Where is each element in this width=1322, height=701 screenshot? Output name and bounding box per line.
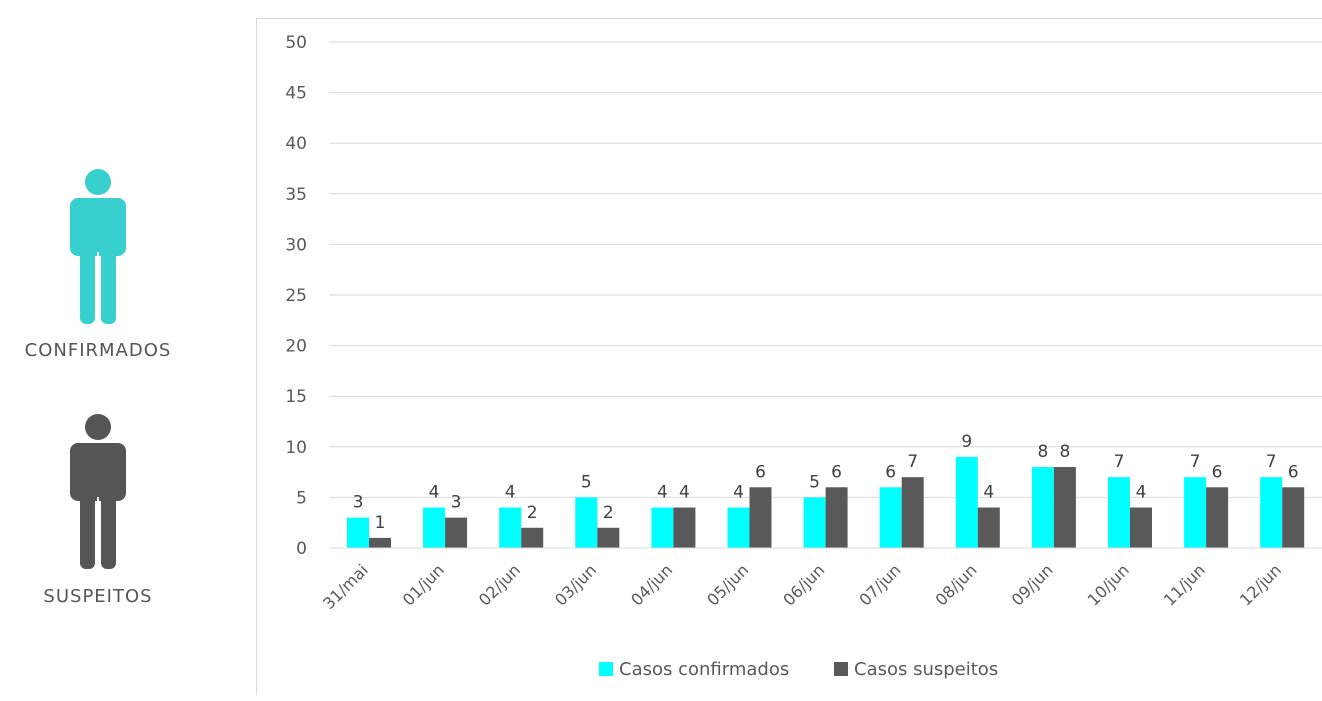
data-label-suspeitos: 6 [831,462,842,482]
data-label-confirmados: 7 [1266,452,1277,472]
data-label-suspeitos: 6 [1212,462,1223,482]
y-tick-label: 35 [285,185,307,205]
data-label-confirmados: 8 [1037,442,1048,462]
legend-label-suspeitos: Casos suspeitos [854,659,998,680]
data-label-suspeitos: 6 [1288,462,1299,482]
data-label-suspeitos: 1 [375,513,386,533]
y-tick-label: 25 [285,286,307,306]
x-tick-label: 07/jun [855,560,904,609]
data-label-suspeitos: 6 [755,462,766,482]
x-tick-label: 10/jun [1084,560,1133,609]
data-label-suspeitos: 8 [1059,442,1070,462]
bar-casos-confirmados [803,497,826,548]
y-tick-label: 15 [285,387,307,407]
x-axis-labels: 31/mai 01/jun 02/jun 03/jun 04/jun 05/jun 06/j… [319,560,1285,613]
bar-casos-suspeitos [977,507,1000,548]
suspect-label: SUSPEITOS [43,586,153,607]
bar-casos-confirmados [1031,467,1054,548]
x-tick-label: 31/mai [319,560,372,613]
bar-casos-confirmados [879,487,902,548]
confirmed-person-svg [70,169,126,324]
y-tick-label: 20 [285,337,307,357]
data-label-confirmados: 6 [885,462,896,482]
x-tick-label: 04/jun [627,560,676,609]
left-panel: CONFIRMADOS SUSPEITOS [0,0,256,695]
x-tick-label: 02/jun [475,560,524,609]
data-label-confirmados: 4 [505,483,516,503]
legend-label-confirmados: Casos confirmados [619,659,789,680]
y-tick-label: 40 [285,134,307,154]
data-label-suspeitos: 2 [527,503,538,523]
data-label-suspeitos: 4 [1136,483,1147,503]
legend-swatch-confirmados [599,662,613,676]
bar-casos-suspeitos [1282,487,1305,548]
suspect-person-icon [60,413,136,573]
bar-series-group [347,456,1305,548]
bar-casos-confirmados [727,507,750,548]
y-tick-label: 10 [285,438,307,458]
data-label-confirmados: 4 [429,483,440,503]
y-tick-label: 45 [285,84,307,104]
bar-casos-confirmados [955,456,978,548]
bar-casos-suspeitos [901,477,924,548]
data-label-confirmados: 7 [1190,452,1201,472]
bar-casos-confirmados [651,507,674,548]
data-label-suspeitos: 4 [983,483,994,503]
y-tick-label: 5 [296,488,307,508]
bar-casos-suspeitos [825,487,848,548]
suspect-person-svg [70,414,126,569]
bar-casos-confirmados [575,497,598,548]
y-axis-ticks: 0 5 10 15 20 25 30 35 40 45 50 [285,33,307,559]
bar-casos-suspeitos [1130,507,1152,548]
grid-lines [329,41,1322,549]
bar-casos-suspeitos [521,527,544,548]
data-label-suspeitos: 7 [907,452,918,472]
data-label-confirmados: 4 [657,483,668,503]
x-tick-label: 09/jun [1008,560,1057,609]
bar-casos-confirmados [423,507,446,548]
x-tick-label: 11/jun [1160,560,1209,609]
chart-frame: 0 5 10 15 20 25 30 35 40 45 50 3 1 4 3 4 2 5 2 4 4 4 6 5 6 6 7 9 4 8 8… [256,18,1322,695]
x-tick-label: 06/jun [779,560,828,609]
x-tick-label: 12/jun [1236,560,1285,609]
bar-casos-confirmados [1184,477,1207,548]
bar-casos-suspeitos [749,487,772,548]
data-label-confirmados: 5 [809,472,820,492]
y-tick-label: 30 [285,235,307,255]
bar-casos-confirmados [347,517,369,548]
bar-casos-suspeitos [597,527,620,548]
data-label-confirmados: 3 [353,493,364,513]
x-tick-label: 08/jun [931,560,980,609]
x-tick-label: 05/jun [703,560,752,609]
data-label-confirmados: 7 [1114,452,1125,472]
data-label-suspeitos: 2 [603,503,614,523]
bar-casos-confirmados [499,507,522,548]
data-label-confirmados: 4 [733,483,744,503]
bar-casos-suspeitos [1053,467,1076,548]
bar-casos-confirmados [1260,477,1283,548]
data-label-confirmados: 9 [961,432,972,452]
y-tick-label: 50 [285,33,307,53]
confirmed-person-icon [60,168,136,328]
legend: Casos confirmados Casos suspeitos [599,659,998,680]
bar-casos-suspeitos [1206,487,1229,548]
legend-swatch-suspeitos [834,662,848,676]
data-label-confirmados: 5 [581,472,592,492]
bar-casos-confirmados [1108,477,1130,548]
y-tick-label: 0 [296,539,307,559]
data-label-suspeitos: 4 [679,483,690,503]
x-tick-label: 01/jun [399,560,448,609]
bar-casos-suspeitos [673,507,696,548]
confirmed-label: CONFIRMADOS [24,340,172,361]
x-tick-label: 03/jun [551,560,600,609]
bar-casos-suspeitos [445,517,468,548]
data-label-suspeitos: 3 [451,493,462,513]
bar-casos-suspeitos [369,537,391,548]
